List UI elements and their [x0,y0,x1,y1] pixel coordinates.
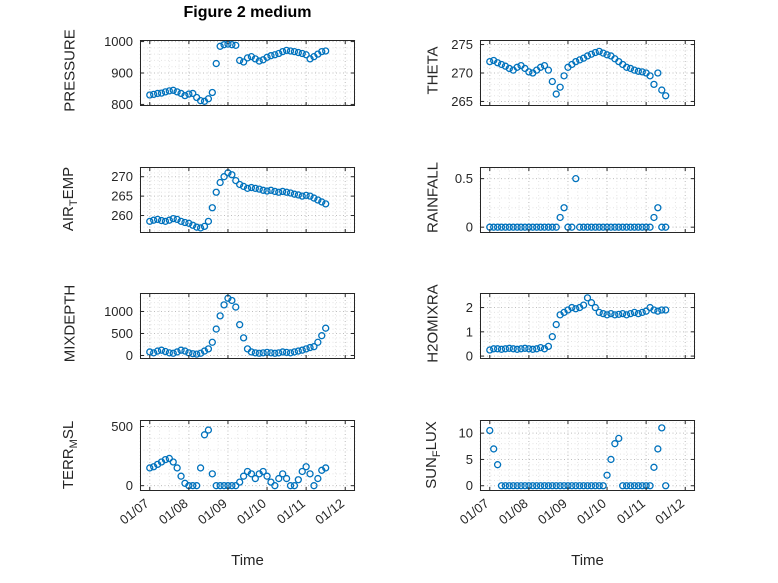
data-points-pressure [146,40,330,105]
x-tick-label: 01/11 [614,496,648,527]
y-tick-label: 0 [466,220,473,235]
y-tick-label: 0 [126,348,133,363]
y-tick-label: 2 [466,300,473,315]
y-tick-label: 500 [111,419,133,434]
data-points-air-temp [146,169,330,232]
subplot-terr-msl: 0 500 01/07 01/08 01/09 01/10 01/11 01/12 [111,419,356,527]
x-tick-label: 01/08 [156,496,191,528]
x-axis-label-left: Time [231,552,264,569]
data-points-theta [486,47,670,100]
y-tick-label: 10 [459,426,473,441]
x-tick-label: 01/07 [117,496,152,528]
subplot-air-temp: 260 265 270 [111,167,356,233]
y-tick-label: 500 [111,326,133,341]
y-tick-label: 5 [466,452,473,467]
data-points-h2omixra [486,294,670,354]
y-tick-label: 900 [111,66,133,81]
y-tick-label: 265 [111,189,133,204]
x-tick-label: 01/08 [496,496,531,528]
x-tick-label: 01/12 [652,496,687,528]
subplot-mixdepth: 0 500 1000 [104,293,356,363]
y-tick-label: 0 [126,478,133,493]
x-axis-label-right: Time [571,552,604,569]
data-points-terr-msl [146,426,330,490]
y-tick-label: 270 [451,66,473,81]
x-tick-label: 01/10 [234,496,269,528]
y-tick-label: 270 [111,169,133,184]
x-tick-label: 01/10 [574,496,609,528]
y-tick-label: 275 [451,37,473,52]
y-tick-label: 0.5 [455,171,473,186]
x-tick-label: 01/12 [312,496,347,528]
x-tick-label: 01/09 [535,496,570,528]
y-tick-label: 265 [451,94,473,109]
x-tick-label: 01/11 [274,496,308,527]
subplot-sun-flux: 0 5 10 01/07 01/08 01/09 01/10 01/11 01/12 [457,420,696,527]
subplot-pressure: 800 900 1000 [104,34,356,112]
y-tick-label: 260 [111,208,133,223]
figure-title: Figure 2 medium [183,4,312,21]
y-tick-label: 1000 [104,304,133,319]
subplot-rainfall: 00.5 [455,167,696,235]
data-points-rainfall [486,174,670,231]
y-tick-label: 1000 [104,34,133,49]
y-axis-label-sun-flux: SUNFLUX [423,420,443,489]
y-tick-label: 0 [466,349,473,364]
subplot-theta: 265 270 275 [451,37,696,109]
y-tick-label: 0 [466,478,473,493]
x-tick-label: 01/09 [195,496,230,528]
x-tick-label: 01/07 [457,496,492,528]
y-tick-label: 800 [111,97,133,112]
y-axis-label-terr-msl: TERRMSL [60,420,80,489]
y-tick-label: 1 [466,324,473,339]
subplot-h2omixra: 0 1 2 [466,293,696,364]
